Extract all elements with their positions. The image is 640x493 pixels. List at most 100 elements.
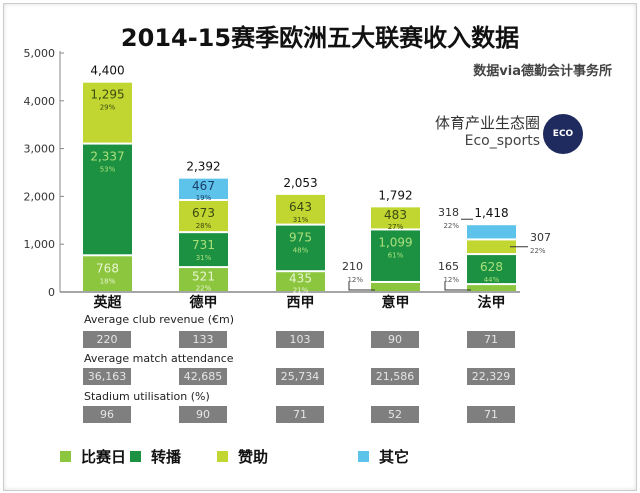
data-label: 521 bbox=[192, 270, 215, 284]
legend-label: 赞助 bbox=[238, 448, 269, 466]
category-label: 德甲 bbox=[190, 294, 218, 311]
y-tick-label: 4,000 bbox=[24, 95, 56, 108]
source-note: 数据via德勤会计事务所 bbox=[473, 64, 612, 79]
data-label: 210 bbox=[342, 260, 363, 273]
bar-segment-2 bbox=[83, 82, 132, 143]
legend-swatch bbox=[60, 451, 71, 462]
data-label: 673 bbox=[192, 206, 215, 220]
total-label: 2,392 bbox=[186, 160, 220, 174]
pct-label: 12% bbox=[443, 276, 459, 284]
y-tick-label: 1,000 bbox=[24, 238, 56, 251]
data-label: 318 bbox=[438, 206, 459, 219]
table-row-label: Average club revenue (€m) bbox=[84, 313, 235, 326]
table-cell: 36,163 bbox=[83, 368, 131, 385]
table-cell: 90 bbox=[371, 331, 419, 348]
table-cell: 103 bbox=[276, 331, 324, 348]
bar-segment-0 bbox=[83, 256, 132, 291]
image-frame bbox=[3, 3, 637, 491]
category-label: 意甲 bbox=[382, 294, 410, 311]
pct-label: 48% bbox=[293, 247, 309, 255]
table-cell: 42,685 bbox=[179, 368, 227, 385]
brand-name-cn: 体育产业生态圈 bbox=[434, 114, 540, 132]
data-label: 628 bbox=[480, 260, 503, 274]
bar-segment-2 bbox=[276, 194, 325, 224]
category-label: 法甲 bbox=[478, 294, 506, 311]
pct-label: 22% bbox=[196, 285, 212, 293]
total-label: 2,053 bbox=[283, 176, 317, 190]
y-tick-label: 3,000 bbox=[24, 143, 56, 156]
bar-segment-0 bbox=[276, 272, 325, 291]
data-label: 483 bbox=[384, 208, 407, 222]
data-label: 731 bbox=[192, 238, 215, 252]
y-tick-label: 0 bbox=[48, 286, 55, 299]
pct-label: 18% bbox=[100, 277, 116, 285]
pct-label: 61% bbox=[388, 251, 404, 259]
bar-segment-1 bbox=[276, 225, 325, 271]
bar-segment-2 bbox=[467, 240, 516, 254]
data-label: 768 bbox=[96, 261, 119, 275]
data-label: 435 bbox=[289, 272, 312, 286]
data-label: 307 bbox=[530, 231, 551, 244]
legend-label: 转播 bbox=[151, 448, 182, 466]
legend-swatch bbox=[130, 451, 141, 462]
table-cell: 71 bbox=[276, 406, 324, 423]
table-cell: 133 bbox=[179, 331, 227, 348]
data-label: 643 bbox=[289, 200, 312, 214]
leader-line bbox=[444, 282, 471, 291]
table-row-label: Stadium utilisation (%) bbox=[84, 390, 210, 403]
table-cell: 71 bbox=[467, 331, 515, 348]
bar-segment-1 bbox=[83, 144, 132, 255]
bar-segment-0 bbox=[371, 282, 420, 291]
table-cell: 71 bbox=[467, 406, 515, 423]
table-cell: 96 bbox=[83, 406, 131, 423]
data-label: 1,295 bbox=[90, 88, 124, 102]
data-label: 1,099 bbox=[378, 235, 412, 249]
brand-name-en: Eco_sports bbox=[464, 133, 540, 149]
pct-label: 19% bbox=[196, 194, 212, 202]
legend-item: 其它 bbox=[358, 446, 409, 467]
legend-swatch bbox=[217, 451, 228, 462]
bar-segment-1 bbox=[371, 230, 420, 281]
y-tick-label: 2,000 bbox=[24, 190, 56, 203]
table-cell: 52 bbox=[371, 406, 419, 423]
bar-segment-0 bbox=[467, 285, 516, 291]
chart-title: 2014-15赛季欧洲五大联赛收入数据 bbox=[120, 24, 520, 52]
data-label: 165 bbox=[438, 260, 459, 273]
pct-label: 31% bbox=[196, 254, 212, 262]
table-cell: 25,734 bbox=[276, 368, 324, 385]
legend-label: 其它 bbox=[379, 448, 410, 466]
pct-label: 31% bbox=[293, 216, 309, 224]
pct-label: 22% bbox=[443, 222, 459, 230]
data-label: 2,337 bbox=[90, 150, 124, 164]
total-label: 1,792 bbox=[378, 188, 412, 202]
leader-line bbox=[348, 282, 375, 291]
pct-label: 21% bbox=[293, 287, 309, 295]
category-label: 英超 bbox=[93, 294, 123, 311]
data-label: 975 bbox=[289, 231, 312, 245]
bar-segment-1 bbox=[179, 233, 228, 267]
pct-label: 29% bbox=[100, 104, 116, 112]
eco-sports-logo-icon: ECO bbox=[543, 114, 583, 154]
table-row-label: Average match attendance bbox=[84, 352, 234, 365]
legend-item: 赞助 bbox=[217, 446, 268, 467]
stacked-bar-chart: 0 1,000 2,000 3,000 4,000 5,000 768 18% 2,337 53%… bbox=[24, 47, 552, 311]
legend-swatch bbox=[358, 451, 369, 462]
bar-segment-1 bbox=[467, 255, 516, 284]
table-cell: 22,329 bbox=[467, 368, 515, 385]
bar-segment-3 bbox=[179, 178, 228, 199]
pct-label: 27% bbox=[388, 223, 404, 231]
legend-item: 比赛日 bbox=[60, 446, 126, 467]
bar-segment-3 bbox=[467, 225, 516, 239]
pct-label: 28% bbox=[196, 222, 212, 230]
bar-segment-0 bbox=[179, 268, 228, 291]
y-tick-label: 5,000 bbox=[24, 47, 56, 60]
table-cell: 220 bbox=[83, 331, 131, 348]
legend-label: 比赛日 bbox=[81, 448, 127, 466]
table-cell: 21,586 bbox=[371, 368, 419, 385]
brand-block: 体育产业生态圈 Eco_sports bbox=[430, 112, 540, 149]
bar-segment-2 bbox=[371, 207, 420, 229]
pct-label: 12% bbox=[347, 276, 363, 284]
pct-label: 22% bbox=[530, 247, 546, 255]
pct-label: 44% bbox=[484, 276, 500, 284]
bar-segment-2 bbox=[179, 200, 228, 232]
